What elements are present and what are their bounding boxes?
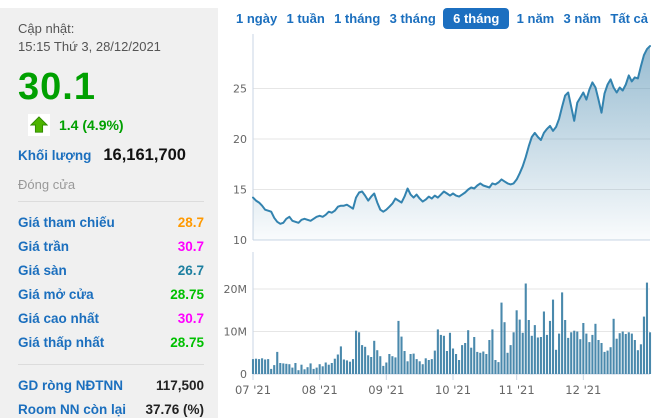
chart-panel: 1 ngày 1 tuần 1 tháng 3 tháng 6 tháng 1 năm 3 … — [218, 0, 656, 418]
svg-text:0: 0 — [240, 368, 247, 381]
update-time: Cập nhật: 15:15 Thứ 3, 28/12/2021 — [18, 20, 204, 56]
svg-text:07 '21: 07 '21 — [235, 383, 271, 397]
price-change-row: 1.4 (4.9%) — [28, 114, 204, 137]
divider — [18, 201, 204, 203]
reference-price-label: Giá tham chiếu — [18, 215, 115, 231]
svg-text:15: 15 — [233, 184, 247, 197]
foreign-net-trading-label: GD ròng NĐTNN — [18, 378, 123, 394]
ceiling-price-label: Giá trần — [18, 239, 70, 255]
volume-row: Khối lượng 16,161,700 — [18, 146, 204, 165]
svg-text:20: 20 — [233, 133, 247, 146]
price-rows: Giá tham chiếu 28.7 Giá trần 30.7 Giá sàn 26.… — [18, 211, 204, 355]
tab-1-nam[interactable]: 1 năm — [516, 10, 555, 26]
stat-rows: GD ròng NĐTNN 117,500 Room NN còn lại 37.76… — [18, 374, 204, 418]
reference-price-row: Giá tham chiếu 28.7 — [18, 211, 204, 235]
close-label: Đóng cửa — [18, 177, 76, 193]
foreign-net-trading-row: GD ròng NĐTNN 117,500 — [18, 374, 204, 398]
svg-text:10: 10 — [233, 234, 247, 244]
tab-tat-ca[interactable]: Tất cả — [610, 10, 648, 26]
highest-price-label: Giá cao nhất — [18, 311, 100, 327]
volume-bar-chart[interactable]: 0 10M 20M 07 '21 08 '21 09 '21 10 '21 11 '21 12 … — [218, 244, 656, 408]
svg-text:10M: 10M — [224, 326, 248, 339]
svg-text:11 '21: 11 '21 — [499, 383, 535, 397]
foreign-room-remaining-label: Room NN còn lại — [18, 402, 127, 418]
reference-price-value: 28.7 — [177, 215, 204, 231]
last-price: 30.1 — [18, 66, 96, 109]
highest-price-row: Giá cao nhất 30.7 — [18, 307, 204, 331]
svg-text:20M: 20M — [224, 283, 248, 296]
floor-price-label: Giá sàn — [18, 263, 67, 279]
volume-value: 16,161,700 — [103, 146, 186, 165]
tab-3-nam[interactable]: 3 năm — [563, 10, 602, 26]
open-price-label: Giá mở cửa — [18, 287, 94, 303]
tab-3-thang[interactable]: 3 tháng — [389, 10, 436, 26]
lowest-price-label: Giá thấp nhất — [18, 335, 105, 351]
tab-1-thang[interactable]: 1 tháng — [334, 10, 381, 26]
lowest-price-value: 28.75 — [170, 335, 204, 351]
svg-text:09 '21: 09 '21 — [368, 383, 404, 397]
floor-price-value: 26.7 — [177, 263, 204, 279]
tab-6-thang[interactable]: 6 tháng — [443, 7, 510, 29]
highest-price-value: 30.7 — [177, 311, 204, 327]
stock-summary-panel: Cập nhật: 15:15 Thứ 3, 28/12/2021 30.1 1… — [0, 8, 218, 418]
foreign-room-remaining-value: 37.76 (%) — [145, 402, 204, 418]
lowest-price-row: Giá thấp nhất 28.75 — [18, 331, 204, 355]
tab-1-tuan[interactable]: 1 tuần — [286, 10, 325, 26]
divider — [18, 364, 204, 366]
ceiling-price-value: 30.7 — [177, 239, 204, 255]
svg-text:25: 25 — [233, 83, 247, 96]
floor-price-row: Giá sàn 26.7 — [18, 259, 204, 283]
svg-text:12 '21: 12 '21 — [565, 383, 601, 397]
up-arrow-icon — [28, 114, 50, 137]
foreign-net-trading-value: 117,500 — [155, 378, 204, 394]
svg-text:08 '21: 08 '21 — [302, 383, 338, 397]
volume-label: Khối lượng — [18, 148, 92, 164]
update-time-value: 15:15 Thứ 3, 28/12/2021 — [18, 39, 161, 55]
open-price-value: 28.75 — [170, 287, 204, 303]
foreign-room-remaining-row: Room NN còn lại 37.76 (%) — [18, 398, 204, 418]
update-time-label: Cập nhật: — [18, 21, 75, 36]
tab-1-ngay[interactable]: 1 ngày — [236, 10, 278, 26]
ceiling-price-row: Giá trần 30.7 — [18, 235, 204, 259]
price-change: 1.4 (4.9%) — [59, 117, 124, 134]
open-price-row: Giá mở cửa 28.75 — [18, 283, 204, 307]
svg-text:10 '21: 10 '21 — [435, 383, 471, 397]
period-tabs: 1 ngày 1 tuần 1 tháng 3 tháng 6 tháng 1 năm 3 … — [218, 0, 656, 30]
price-area-chart[interactable]: 10 15 20 25 — [218, 30, 656, 244]
